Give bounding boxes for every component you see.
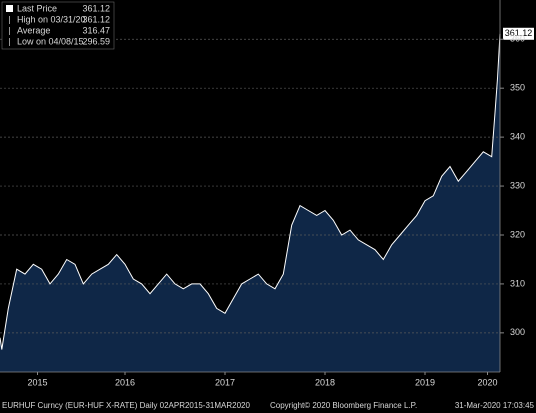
last-price-tag: [503, 27, 534, 40]
legend-box: [1, 1, 115, 50]
y-tick-label: 330: [510, 180, 525, 190]
legend-label: High on 03/31/20: [17, 14, 86, 24]
y-tick-label: 300: [510, 327, 525, 337]
y-tick-label: 360: [510, 34, 525, 44]
legend-label: Average: [17, 25, 50, 35]
y-tick-label: 310: [510, 278, 525, 288]
x-tick-label: 2020: [477, 377, 497, 387]
x-tick-label: 2019: [415, 377, 435, 387]
footer-left: EURHUF Curncy (EUR-HUF X-RATE) Daily 02A…: [2, 401, 250, 410]
area: [0, 33, 500, 373]
y-tick-label: 350: [510, 83, 525, 93]
legend-value: 361.12: [82, 14, 110, 24]
legend-value: 316.47: [82, 25, 110, 35]
legend-value: 296.59: [82, 36, 110, 46]
legend-swatch: [6, 5, 13, 12]
price-line: [0, 33, 501, 350]
legend-label: Last Price: [17, 3, 57, 13]
x-tick-label: 2017: [215, 377, 235, 387]
x-tick-label: 2018: [315, 377, 335, 387]
y-tick-label: 320: [510, 229, 525, 239]
last-price-label: 361.12: [505, 28, 533, 38]
x-tick-label: 2016: [115, 377, 135, 387]
y-tick-label: 340: [510, 131, 525, 141]
x-tick-label: 2015: [27, 377, 47, 387]
legend-label: Low on 04/08/15: [17, 36, 84, 46]
legend-value: 361.12: [82, 3, 110, 13]
footer-right: 31-Mar-2020 17:03:45: [455, 401, 535, 410]
footer-center: Copyright© 2020 Bloomberg Finance L.P.: [270, 401, 417, 410]
